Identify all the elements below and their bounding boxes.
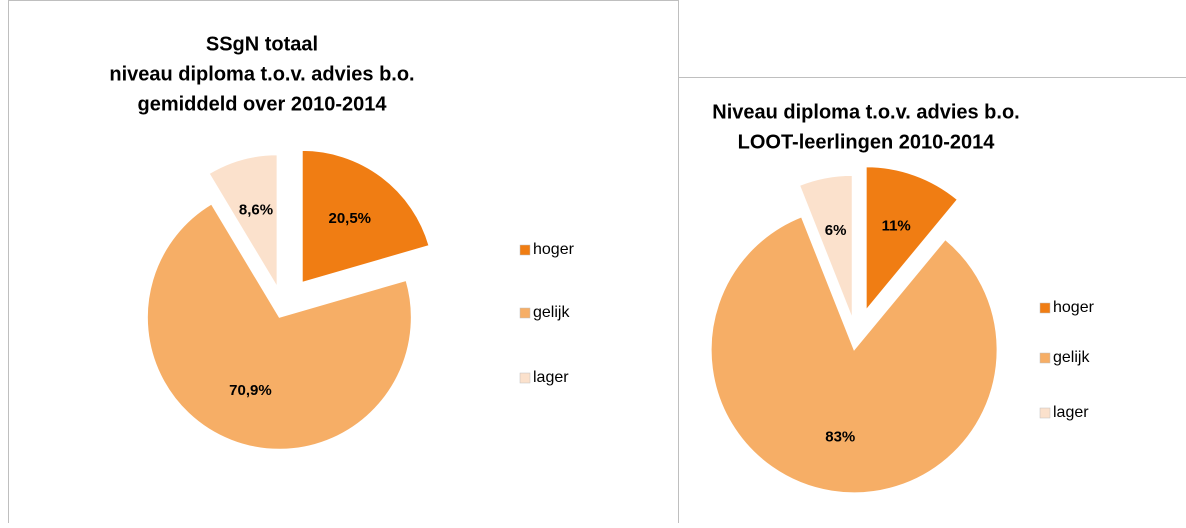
chart-title: Niveau diploma t.o.v. advies b.o. bbox=[712, 101, 1019, 123]
legend-label: hoger bbox=[1053, 299, 1095, 316]
legend-label: lager bbox=[1053, 404, 1089, 421]
chart-title: SSgN totaal bbox=[206, 33, 318, 55]
legend-label: lager bbox=[533, 369, 569, 386]
legend-label: gelijk bbox=[533, 304, 570, 321]
legend-swatch bbox=[1040, 353, 1050, 363]
data-label: 70,9% bbox=[229, 382, 272, 399]
data-label: 20,5% bbox=[328, 210, 371, 227]
legend-swatch bbox=[1040, 408, 1050, 418]
data-label: 83% bbox=[825, 428, 855, 445]
data-label: 6% bbox=[825, 222, 847, 239]
legend-swatch bbox=[520, 308, 530, 318]
legend-swatch bbox=[520, 245, 530, 255]
legend-swatch bbox=[1040, 303, 1050, 313]
legend-swatch bbox=[520, 373, 530, 383]
legend-label: gelijk bbox=[1053, 349, 1090, 366]
chart-title: niveau diploma t.o.v. advies b.o. bbox=[109, 63, 414, 85]
chart-title: gemiddeld over 2010-2014 bbox=[137, 93, 387, 115]
data-label: 8,6% bbox=[239, 201, 273, 218]
legend-label: hoger bbox=[533, 241, 575, 258]
data-label: 11% bbox=[882, 217, 911, 234]
chart-title: LOOT-leerlingen 2010-2014 bbox=[738, 131, 996, 153]
